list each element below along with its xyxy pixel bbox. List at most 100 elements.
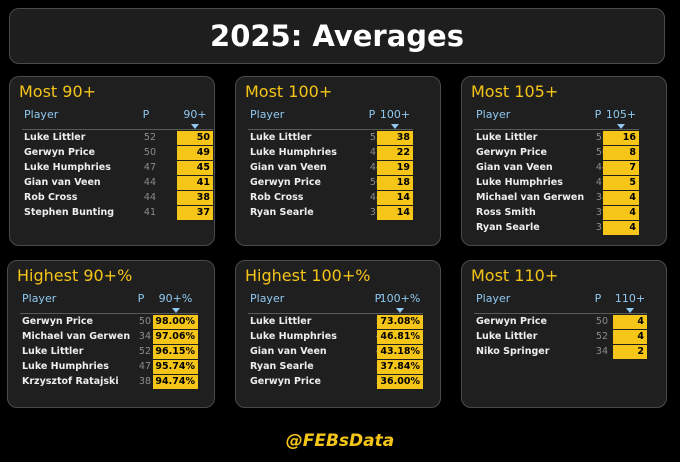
stat-value: 14 (377, 191, 413, 205)
stat-value: 16 (603, 131, 639, 145)
played-count: 34 (595, 346, 608, 357)
player-name: Luke Littler (476, 331, 538, 342)
column-header-player: Player (250, 108, 285, 121)
player-name: Luke Humphries (476, 177, 563, 188)
header-divider (20, 313, 198, 314)
stat-value: 41 (177, 176, 213, 190)
header-divider (474, 129, 639, 130)
played-count: 44 (143, 177, 156, 188)
panel-title: Most 90+ (19, 82, 97, 101)
column-header-player: Player (24, 108, 59, 121)
player-name: Luke Humphries (24, 162, 111, 173)
played-count: 52 (595, 331, 608, 342)
stat-value: 49 (177, 146, 213, 160)
stat-value: 94.74% (153, 375, 198, 389)
played-count: 34 (138, 331, 151, 342)
panel-title: Most 100+ (245, 82, 333, 101)
stat-value: 38 (377, 131, 413, 145)
stat-value: 14 (377, 206, 413, 220)
sort-descending-icon (171, 308, 180, 313)
player-name: Ryan Searle (250, 207, 314, 218)
player-name: Luke Humphries (250, 147, 337, 158)
stat-value: 96.15% (153, 345, 198, 359)
played-count: 38 (138, 376, 151, 387)
sort-descending-icon (626, 308, 634, 313)
player-name: Gian van Veen (250, 346, 327, 357)
player-name: Luke Littler (476, 132, 538, 143)
stat-value: 73.08% (377, 315, 423, 329)
column-header-player: Player (250, 292, 285, 305)
player-name: Luke Littler (250, 316, 312, 327)
stat-value: 8 (603, 146, 639, 160)
player-name: Luke Humphries (22, 361, 109, 372)
watermark-logo: @FEBsData (285, 431, 395, 451)
played-count: 50 (595, 147, 608, 158)
stat-value: 98.00% (153, 315, 198, 329)
header-divider (22, 129, 213, 130)
stat-value: 97.06% (153, 330, 198, 344)
column-header-stat: 100+% (379, 292, 421, 305)
column-header-played: P (594, 292, 602, 305)
column-header-played: P (374, 292, 382, 305)
panel-title: Most 105+ (471, 82, 559, 101)
sort-descending-icon (396, 308, 404, 313)
player-name: Gerwyn Price (24, 147, 95, 158)
player-name: Niko Springer (476, 346, 550, 357)
panel-title: Highest 90+% (17, 266, 133, 285)
player-name: Gerwyn Price (250, 177, 321, 188)
stat-panel: Most 105+ Player P 105+ Luke Littler 52 16 Gerw… (461, 76, 667, 246)
player-name: Michael van Gerwen (476, 192, 585, 203)
played-count: 52 (143, 132, 156, 143)
stat-value: 4 (603, 221, 639, 235)
stat-value: 37 (177, 206, 213, 220)
player-name: Luke Littler (250, 132, 312, 143)
player-name: Stephen Bunting (24, 207, 115, 218)
header-divider (474, 313, 647, 314)
player-name: Rob Cross (250, 192, 304, 203)
stat-value: 22 (377, 146, 413, 160)
stat-value: 95.74% (153, 360, 198, 374)
stat-panel: Most 110+ Player P 110+ Gerwyn Price 50 4 Luke … (461, 260, 667, 408)
player-name: Ross Smith (476, 207, 536, 218)
column-header-played: P (137, 292, 145, 305)
played-count: 50 (595, 316, 608, 327)
played-count: 50 (369, 177, 382, 188)
player-name: Gerwyn Price (22, 316, 93, 327)
played-count: 41 (143, 207, 156, 218)
stat-value: 4 (613, 330, 647, 344)
played-count: 52 (138, 346, 151, 357)
column-header-stat: 105+ (605, 108, 637, 121)
played-count: 47 (143, 162, 156, 173)
played-count: 34 (595, 192, 608, 203)
stat-value: 19 (377, 161, 413, 175)
stat-value: 5 (603, 176, 639, 190)
played-count: 44 (369, 192, 382, 203)
stat-value: 2 (613, 345, 647, 359)
stat-panel: Most 100+ Player P 100+ Luke Littler 52 38 Luke… (235, 76, 441, 246)
player-name: Gian van Veen (476, 162, 553, 173)
player-name: Ryan Searle (476, 222, 540, 233)
header-divider (248, 313, 423, 314)
column-header-player: Player (22, 292, 57, 305)
played-count: 39 (595, 207, 608, 218)
stat-value: 4 (603, 206, 639, 220)
sort-descending-icon (191, 124, 199, 129)
played-count: 47 (138, 361, 151, 372)
player-name: Rob Cross (24, 192, 78, 203)
played-count: 44 (595, 162, 608, 173)
player-name: Gerwyn Price (250, 376, 321, 387)
column-header-stat: 100+ (379, 108, 411, 121)
played-count: 50 (143, 147, 156, 158)
column-header-stat: 90+% (158, 292, 193, 305)
column-header-stat: 90+ (183, 108, 207, 121)
played-count: 52 (369, 132, 382, 143)
stat-value: 36.00% (377, 375, 423, 389)
stat-panel: Most 90+ Player P 90+ Luke Littler 52 50 Gerwyn… (9, 76, 215, 246)
played-count: 37 (595, 222, 608, 233)
sort-descending-icon (391, 124, 399, 129)
column-header-played: P (368, 108, 376, 121)
player-name: Luke Humphries (250, 331, 337, 342)
played-count: 50 (138, 316, 151, 327)
played-count: 44 (143, 192, 156, 203)
stat-value: 38 (177, 191, 213, 205)
